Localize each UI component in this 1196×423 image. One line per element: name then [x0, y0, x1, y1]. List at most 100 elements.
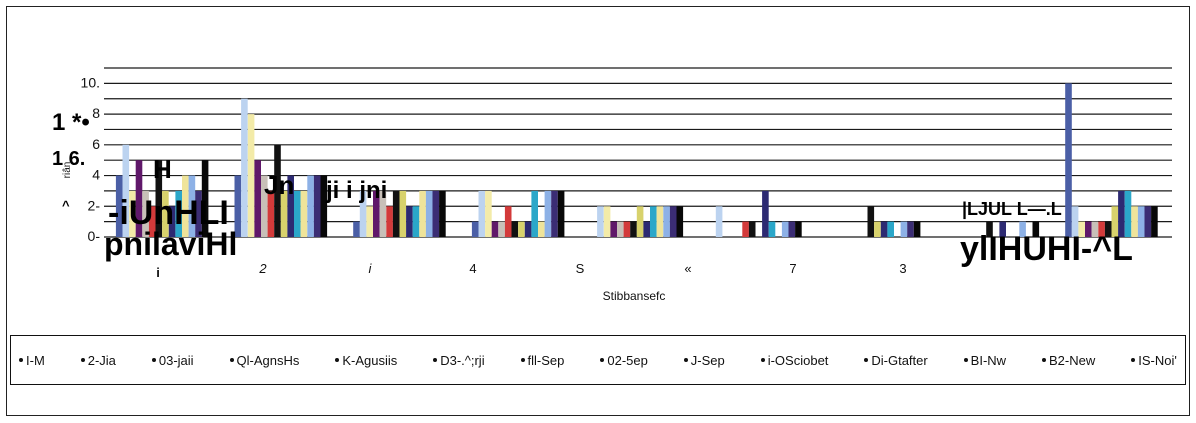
- bar: [267, 190, 275, 237]
- bar: [663, 206, 670, 237]
- bar: [795, 221, 802, 237]
- bar: [247, 114, 255, 237]
- artifact-text-4: -iUnHLI: [108, 194, 229, 232]
- x-tick-label: «: [684, 261, 691, 276]
- bar: [610, 221, 617, 237]
- bar: [392, 190, 400, 237]
- bars: [115, 83, 1158, 238]
- bar: [669, 206, 677, 237]
- x-axis-label: Stibbansefc: [603, 289, 666, 303]
- bar: [1071, 206, 1079, 237]
- y-tick-label: 10.: [81, 74, 100, 90]
- bar: [359, 190, 367, 237]
- bar: [1104, 221, 1112, 237]
- bar: [412, 206, 420, 237]
- bar: [241, 98, 248, 237]
- bar: [538, 221, 545, 237]
- bar: [1085, 221, 1092, 237]
- bar: [715, 206, 723, 237]
- legend-item: Ql-AgnsHs: [229, 353, 299, 368]
- bar: [122, 144, 130, 237]
- y-axis-label: riân: [62, 162, 73, 179]
- bar: [788, 221, 796, 237]
- y-tick-label: 4: [92, 167, 100, 183]
- bar: [135, 160, 143, 237]
- bar: [182, 175, 189, 237]
- bar: [623, 221, 631, 237]
- bar: [373, 190, 380, 237]
- bar: [544, 190, 552, 237]
- bar: [115, 175, 123, 237]
- bar: [531, 190, 538, 237]
- bar: [307, 175, 314, 237]
- bar: [1137, 206, 1145, 237]
- legend-item: 02-5ep: [600, 352, 648, 368]
- legend-item: i-OSciobet: [760, 353, 828, 368]
- artifact-text-5: pnilaviHl: [104, 226, 237, 262]
- legend-swatch: [683, 358, 688, 362]
- bar: [650, 206, 657, 237]
- bar: [419, 190, 426, 237]
- bar: [656, 206, 664, 237]
- bar: [485, 190, 492, 237]
- bar: [478, 190, 486, 237]
- bar: [168, 206, 176, 237]
- bar: [742, 221, 749, 237]
- bar: [781, 221, 789, 237]
- bar: [518, 221, 525, 237]
- legend-swatch: [760, 358, 765, 362]
- x-tick-labels: i 2 i 4 S « 7 3: [156, 261, 906, 280]
- artifact-text-caret: ^: [62, 198, 70, 213]
- legend-swatch: [433, 358, 438, 362]
- bar: [162, 190, 169, 237]
- legend-swatch: [864, 358, 869, 362]
- bar: [234, 175, 242, 237]
- bar: [1151, 206, 1158, 237]
- bar: [155, 160, 163, 237]
- bar: [1065, 83, 1072, 238]
- x-tick-label: S: [576, 261, 585, 276]
- bar: [300, 190, 308, 237]
- legend-swatch: [600, 358, 605, 362]
- bar: [201, 160, 209, 237]
- y-tick-labels: 0- 2- 4 6 8 10.: [81, 74, 101, 244]
- bar: [188, 175, 196, 237]
- bar: [399, 190, 407, 237]
- legend-label: Di-Gtafter: [871, 352, 928, 368]
- legend-item: D3-.^;rji: [433, 352, 485, 368]
- artifact-text-2: 1 6.: [52, 148, 85, 170]
- bar: [287, 175, 294, 237]
- legend-swatch: [1131, 358, 1136, 362]
- bar: [498, 221, 505, 237]
- artifact-text-3: H: [153, 154, 172, 184]
- legend-swatch: [80, 358, 85, 362]
- bar: [643, 221, 650, 237]
- bar: [986, 221, 993, 237]
- x-tick-label: 7: [789, 261, 796, 276]
- legend-label: BI-Nw: [970, 352, 1007, 368]
- legend-label: 02-5ep: [607, 352, 648, 368]
- y-tick-label: 6: [92, 136, 100, 152]
- bar: [617, 221, 624, 237]
- bar: [294, 190, 301, 237]
- bar: [511, 221, 519, 237]
- bar: [148, 206, 156, 237]
- bar: [1078, 221, 1085, 237]
- legend-label: D3-.^;rji: [440, 352, 485, 368]
- bar: [432, 190, 440, 237]
- bar: [887, 221, 894, 237]
- legend-swatch: [1042, 358, 1047, 362]
- legend-item: BI-Nw: [963, 352, 1007, 368]
- bar: [195, 190, 202, 237]
- bar: [1144, 206, 1152, 237]
- x-tick-label: i: [156, 265, 160, 280]
- bar: [366, 206, 373, 237]
- legend-swatch: [335, 358, 340, 362]
- bar: [1131, 206, 1138, 237]
- bar: [1098, 221, 1105, 237]
- legend-swatch: [151, 358, 156, 362]
- legend-swatch: [520, 358, 525, 362]
- legend-item: 03-jaii: [151, 353, 194, 368]
- y-tick-label: 8: [92, 105, 100, 121]
